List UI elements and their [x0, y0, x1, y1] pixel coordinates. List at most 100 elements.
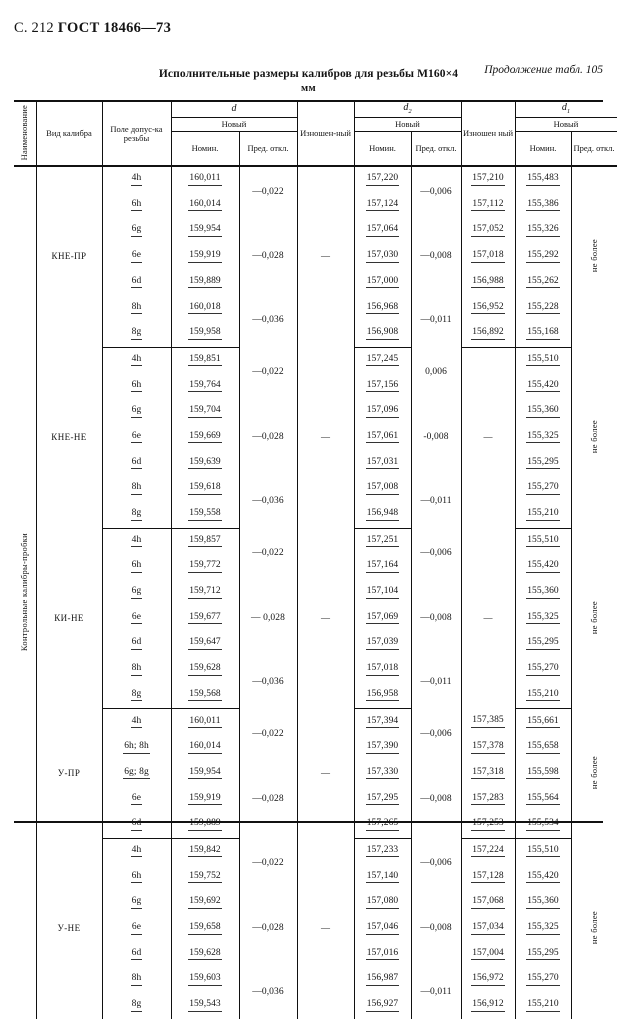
d1-nominal: 155,228: [514, 295, 572, 322]
d2-worn: 157,318: [460, 760, 516, 787]
table-body: Контрольные калибры-пробки КНЕ-ПР 4h 160,01…: [14, 166, 617, 1019]
not-more-label: не более: [588, 600, 599, 634]
d-nominal: 160,014: [170, 192, 240, 219]
d1-nominal: 155,360: [514, 399, 572, 425]
d2-worn: 157,068: [460, 890, 516, 916]
table-row: У-НЕ 4h 159,842 —0,022—157,233 —0,006 157,224…: [14, 838, 617, 1019]
d2-worn: 157,253: [460, 812, 516, 839]
table-row: 6g; 8g 159,954 —0,028 157,330 —0,008 157,318 1…: [14, 760, 617, 839]
table-row: 8h 159,628 —0,036 157,018 —0,011 155,270: [14, 657, 617, 709]
table-title: Исполнительные размеры калибров для резь…: [0, 68, 617, 94]
d-nominal: 159,568: [170, 682, 240, 710]
thread-field: 8h: [101, 967, 172, 993]
header-d2-new: Новый: [353, 117, 462, 132]
gauge-kind-кне-не: КНЕ-НЕ: [35, 347, 103, 529]
table-header: Наименование Вид калибра Поле допус-ка р…: [14, 102, 617, 167]
d1-not-more-note: не более: [570, 838, 617, 1019]
d-worn: —: [296, 166, 355, 348]
table-row: 8h 160,018 —0,036 156,968 —0,011 156,952 155,2…: [14, 295, 617, 348]
d-deviation: —0,022: [238, 528, 298, 580]
d2-worn: 156,892: [460, 321, 516, 348]
header-field-col: Поле допус-ка резьбы: [101, 102, 172, 167]
d1-nominal: 155,210: [514, 682, 572, 710]
row-group-label-text: Контрольные калибры-пробки: [19, 532, 30, 651]
header-d2-deviation: Пред. откл.: [410, 131, 462, 167]
header-d2-worn: Изношен ный: [460, 102, 516, 167]
d1-nominal: 155,598: [514, 760, 572, 787]
d-nominal: 159,889: [170, 269, 240, 296]
d2-nominal: 157,295: [353, 786, 412, 813]
header-d-nominal: Номин.: [170, 131, 240, 167]
d2-nominal: 156,987: [353, 967, 412, 993]
d1-nominal: 155,386: [514, 192, 572, 219]
d2-nominal: 157,030: [353, 244, 412, 270]
d2-nominal: 157,046: [353, 915, 412, 942]
d2-nominal: 157,251: [353, 528, 412, 555]
d2-worn: 156,972: [460, 967, 516, 993]
thread-field: 8g: [101, 682, 172, 710]
d1-nominal: 155,270: [514, 967, 572, 993]
header-name-col: Наименование: [14, 102, 37, 167]
d2-worn: 157,385: [460, 708, 516, 736]
d2-nominal: 157,069: [353, 605, 412, 632]
thread-field: 8g: [101, 321, 172, 348]
not-more-label: не более: [588, 239, 599, 273]
d2-deviation: —0,008: [410, 760, 462, 839]
d1-nominal: 155,210: [514, 501, 572, 529]
d-nominal: 159,958: [170, 321, 240, 348]
d1-nominal: 155,325: [514, 424, 572, 451]
d2-nominal: 157,061: [353, 424, 412, 451]
thread-field: 8h: [101, 657, 172, 683]
d2-worn: 157,112: [460, 192, 516, 219]
d1-not-more-note: не более: [570, 347, 617, 529]
header-name-label: Наименование: [19, 104, 30, 160]
d-deviation: —0,036: [238, 476, 298, 529]
units-label: мм: [300, 83, 317, 94]
gauge-kind-у-не: У-НЕ: [35, 838, 103, 1019]
table-row: 8g 159,958 156,908 156,892 155,168: [14, 321, 617, 348]
table-row: 8h 159,618 —0,036 157,008 —0,011 155,270: [14, 476, 617, 529]
d1-nominal: 155,658: [514, 735, 572, 761]
gauge-kind-у-пр: У-ПР: [35, 708, 103, 839]
d2-nominal: 157,390: [353, 735, 412, 761]
row-group-label: Контрольные калибры-пробки: [14, 166, 37, 1019]
d2-nominal: 157,008: [353, 476, 412, 502]
d2-nominal: 157,245: [353, 347, 412, 374]
d1-nominal: 155,661: [514, 708, 572, 736]
d2-nominal: 156,958: [353, 682, 412, 710]
thread-field: 8h: [101, 295, 172, 322]
table-row: КИ-НЕ 4h 159,857 —0,022—157,251 —0,006—155,5…: [14, 528, 617, 709]
d-deviation: —0,028: [238, 760, 298, 839]
d-deviation: —0,022: [238, 166, 298, 219]
thread-field: 6e: [101, 424, 172, 451]
d2-worn: 156,988: [460, 269, 516, 296]
d2-worn: 157,034: [460, 915, 516, 942]
d1-nominal: 155,295: [514, 631, 572, 658]
thread-field: 6e: [101, 786, 172, 813]
d-nominal: 159,669: [170, 424, 240, 451]
d-nominal: 159,647: [170, 631, 240, 658]
d2-deviation: —0,008: [410, 890, 462, 968]
table-row: 6d 159,647 157,039 155,295: [14, 631, 617, 658]
d2-worn: 157,018: [460, 244, 516, 270]
d2-nominal: 157,124: [353, 192, 412, 219]
header-kind-col: Вид калибра: [35, 102, 103, 167]
thread-field: 4h: [101, 708, 172, 736]
d-deviation: —0,036: [238, 657, 298, 709]
d-nominal: 159,919: [170, 786, 240, 813]
thread-field: 6d: [101, 812, 172, 839]
d-nominal: 159,603: [170, 967, 240, 993]
thread-field: 6h; 8h: [101, 735, 172, 761]
d1-nominal: 155,420: [514, 554, 572, 580]
d1-nominal: 155,262: [514, 269, 572, 296]
d2-nominal: 157,031: [353, 450, 412, 477]
d-nominal: 160,018: [170, 295, 240, 322]
d2-nominal: 157,016: [353, 941, 412, 968]
d-nominal: 159,628: [170, 941, 240, 968]
d1-not-more-note: не более: [570, 166, 617, 348]
d-deviation: —0,022: [238, 347, 298, 400]
d2-worn: 157,378: [460, 735, 516, 761]
d2-deviation: 0,006: [410, 347, 462, 400]
d-worn: —: [296, 528, 355, 709]
thread-field: 6h: [101, 554, 172, 580]
